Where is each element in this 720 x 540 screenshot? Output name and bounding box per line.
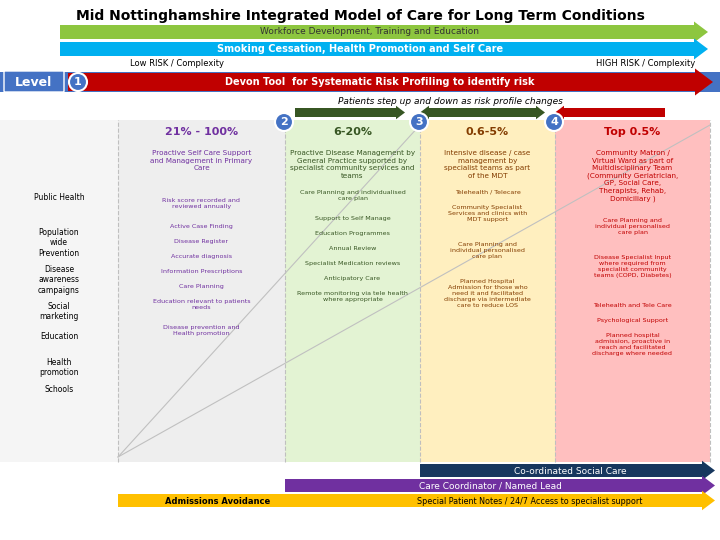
Text: Planned Hospital
Admission for those who
need it and facilitated
discharge via i: Planned Hospital Admission for those who… bbox=[444, 279, 531, 308]
Text: Education relevant to patients
needs: Education relevant to patients needs bbox=[153, 299, 251, 310]
Text: Information Prescriptions: Information Prescriptions bbox=[161, 269, 242, 274]
Polygon shape bbox=[68, 69, 713, 96]
Text: Telehealth and Tele Care: Telehealth and Tele Care bbox=[593, 303, 672, 308]
Text: Proactive Self Care Support
and Management in Primary
Care: Proactive Self Care Support and Manageme… bbox=[150, 150, 253, 171]
Text: Schools: Schools bbox=[45, 385, 73, 394]
Text: 4: 4 bbox=[550, 117, 558, 127]
Text: Education Programmes: Education Programmes bbox=[315, 231, 390, 236]
Text: Education: Education bbox=[40, 332, 78, 341]
Text: Care Planning and individualised
care plan: Care Planning and individualised care pl… bbox=[300, 190, 405, 201]
Bar bbox=[0, 72, 720, 92]
Text: Intensive disease / case
management by
specialist teams as part
of the MDT: Intensive disease / case management by s… bbox=[444, 150, 531, 179]
Bar bbox=[555, 120, 710, 462]
Text: Level: Level bbox=[15, 76, 53, 89]
Text: Disease Register: Disease Register bbox=[174, 239, 228, 244]
Text: Accurate diagnosis: Accurate diagnosis bbox=[171, 254, 232, 259]
Text: Social
marketing: Social marketing bbox=[40, 302, 78, 321]
Text: Community Specialist
Services and clinics with
MDT support: Community Specialist Services and clinic… bbox=[448, 205, 527, 222]
Text: Care Planning and
individual personalised
care plan: Care Planning and individual personalise… bbox=[450, 242, 525, 259]
Polygon shape bbox=[60, 22, 708, 43]
Text: Disease
awareness
campaigns: Disease awareness campaigns bbox=[38, 265, 80, 295]
Text: Support to Self Manage: Support to Self Manage bbox=[315, 216, 390, 221]
Text: Special Patient Notes / 24/7 Access to specialist support: Special Patient Notes / 24/7 Access to s… bbox=[418, 496, 643, 505]
Text: Disease prevention and
Health promotion: Disease prevention and Health promotion bbox=[163, 325, 240, 336]
Text: Disease Specialist Input
where required from
specialist community
teams (COPD, D: Disease Specialist Input where required … bbox=[594, 255, 671, 278]
Text: Active Case Finding: Active Case Finding bbox=[170, 224, 233, 229]
Bar bbox=[118, 120, 285, 462]
FancyBboxPatch shape bbox=[4, 71, 64, 92]
Text: Remote monitoring via tele health
where appropriate: Remote monitoring via tele health where … bbox=[297, 291, 408, 302]
Text: Telehealth / Telecare: Telehealth / Telecare bbox=[454, 190, 521, 195]
Text: Planned hospital
admission, proactive in
reach and facilitated
discharge where n: Planned hospital admission, proactive in… bbox=[593, 333, 672, 356]
Text: HIGH RISK / Complexity: HIGH RISK / Complexity bbox=[595, 59, 695, 69]
Bar bbox=[0, 120, 118, 462]
Circle shape bbox=[410, 113, 428, 131]
Text: 2: 2 bbox=[280, 117, 288, 127]
Polygon shape bbox=[60, 38, 708, 59]
Text: Care Planning: Care Planning bbox=[179, 284, 224, 289]
Text: Proactive Disease Management by
General Practice supported by
specialist communi: Proactive Disease Management by General … bbox=[290, 150, 415, 179]
Text: 1: 1 bbox=[74, 77, 82, 87]
Text: Community Matron /
Virtual Ward as part of
Multidisciplinary Team
(Community Ger: Community Matron / Virtual Ward as part … bbox=[587, 150, 678, 202]
Bar bbox=[420, 120, 555, 462]
Text: Psychological Support: Psychological Support bbox=[597, 318, 668, 323]
Text: Health
promotion: Health promotion bbox=[40, 358, 78, 377]
Text: 3: 3 bbox=[415, 117, 423, 127]
Text: Admissions Avoidance: Admissions Avoidance bbox=[166, 496, 271, 505]
Circle shape bbox=[275, 113, 293, 131]
Text: 21% - 100%: 21% - 100% bbox=[165, 127, 238, 137]
Polygon shape bbox=[295, 106, 405, 119]
Text: Care Coordinator / Named Lead: Care Coordinator / Named Lead bbox=[418, 482, 562, 490]
Text: Low RISK / Complexity: Low RISK / Complexity bbox=[130, 59, 224, 69]
Circle shape bbox=[545, 113, 563, 131]
Text: Specialist Medication reviews: Specialist Medication reviews bbox=[305, 261, 400, 266]
Text: Public Health: Public Health bbox=[34, 193, 84, 202]
Text: Patients step up and down as risk profile changes: Patients step up and down as risk profil… bbox=[338, 98, 562, 106]
Polygon shape bbox=[420, 106, 545, 119]
Text: Workforce Development, Training and Education: Workforce Development, Training and Educ… bbox=[261, 28, 480, 37]
Text: Anticipatory Care: Anticipatory Care bbox=[325, 276, 381, 281]
Text: Devon Tool  for Systematic Risk Profiling to identify risk: Devon Tool for Systematic Risk Profiling… bbox=[225, 77, 535, 87]
Polygon shape bbox=[118, 491, 715, 510]
Text: Mid Nottinghamshire Integrated Model of Care for Long Term Conditions: Mid Nottinghamshire Integrated Model of … bbox=[76, 9, 644, 23]
Bar bbox=[285, 120, 420, 462]
Text: Population
wide
Prevention: Population wide Prevention bbox=[38, 228, 80, 258]
Text: Smoking Cessation, Health Promotion and Self Care: Smoking Cessation, Health Promotion and … bbox=[217, 44, 503, 54]
Polygon shape bbox=[420, 461, 715, 480]
Text: 6-20%: 6-20% bbox=[333, 127, 372, 137]
Polygon shape bbox=[555, 106, 665, 119]
Polygon shape bbox=[285, 476, 715, 495]
Text: Care Planning and
individual personalised
care plan: Care Planning and individual personalise… bbox=[595, 218, 670, 235]
Text: 0.6-5%: 0.6-5% bbox=[466, 127, 509, 137]
Text: Co-ordinated Social Care: Co-ordinated Social Care bbox=[513, 467, 626, 476]
Text: Risk score recorded and
reviewed annually: Risk score recorded and reviewed annuall… bbox=[163, 198, 240, 209]
Circle shape bbox=[69, 73, 87, 91]
Text: Top 0.5%: Top 0.5% bbox=[604, 127, 661, 137]
Text: Annual Review: Annual Review bbox=[329, 246, 376, 251]
